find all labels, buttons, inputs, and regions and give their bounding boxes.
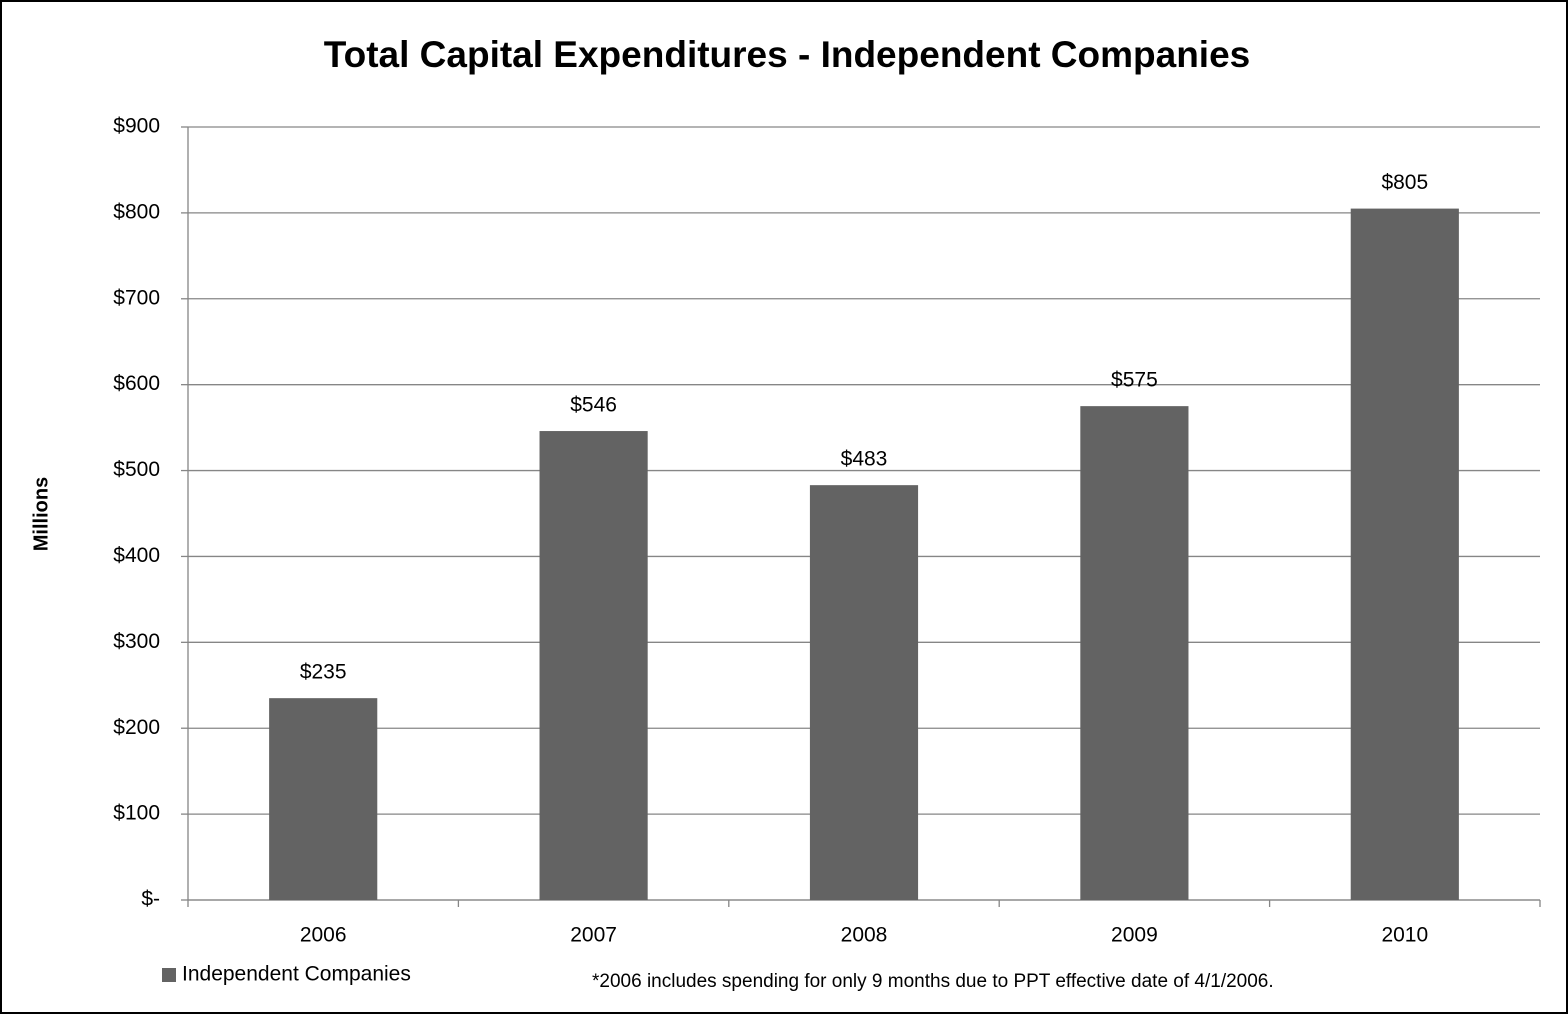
bar — [539, 431, 648, 900]
footnote: *2006 includes spending for only 9 month… — [592, 971, 1274, 992]
y-tick-label: $300 — [113, 630, 160, 653]
bar — [1080, 406, 1189, 900]
y-tick-label: $800 — [113, 200, 160, 223]
y-tick-label: $400 — [113, 544, 160, 567]
chart-title: Total Capital Expenditures - Independent… — [324, 34, 1250, 75]
data-label: $805 — [1381, 171, 1428, 194]
y-tick-label: $100 — [113, 802, 160, 825]
y-axis-label: Millions — [30, 477, 52, 551]
x-tick-label: 2007 — [570, 924, 617, 947]
bar — [269, 698, 378, 900]
y-tick-label: $600 — [113, 372, 160, 395]
x-tick-label: 2008 — [841, 924, 888, 947]
y-tick-label: $900 — [113, 115, 160, 138]
data-label: $235 — [300, 661, 347, 684]
y-tick-label: $700 — [113, 286, 160, 309]
y-tick-label: $200 — [113, 716, 160, 739]
data-label: $483 — [841, 448, 888, 471]
legend-swatch — [162, 968, 176, 982]
y-tick-label: $500 — [113, 458, 160, 481]
data-label: $575 — [1111, 369, 1158, 392]
y-tick-label: $- — [141, 888, 160, 911]
x-tick-label: 2010 — [1381, 924, 1428, 947]
legend-label: Independent Companies — [182, 963, 411, 986]
bar — [1350, 208, 1459, 900]
x-tick-label: 2009 — [1111, 924, 1158, 947]
x-tick-label: 2006 — [300, 924, 347, 947]
data-label: $546 — [570, 394, 617, 417]
bar — [809, 485, 919, 900]
